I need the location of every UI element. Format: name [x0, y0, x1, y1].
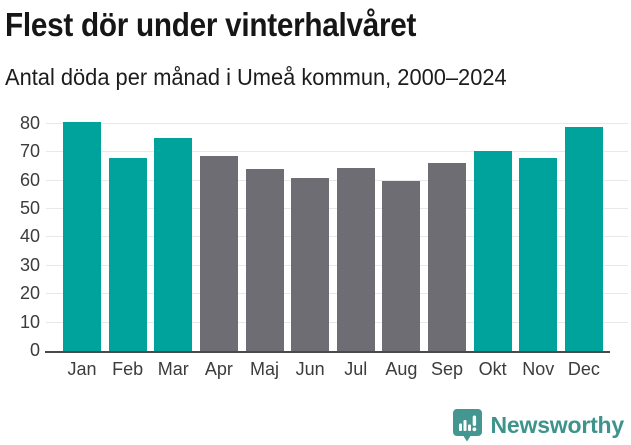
icon-bar-3	[467, 424, 471, 431]
x-tick-label-jul: Jul	[344, 359, 368, 379]
icon-bar-1	[458, 423, 462, 431]
x-tick-label-nov: Nov	[522, 359, 555, 379]
gridline-70	[46, 151, 628, 153]
chart-subtitle: Antal döda per månad i Umeå kommun, 2000…	[5, 64, 507, 90]
bars-container	[46, 118, 628, 351]
y-tick-label-80: 80	[19, 112, 40, 133]
icon-exclamation-dot	[472, 427, 476, 432]
bar-feb	[108, 157, 147, 351]
bar-mar	[154, 137, 193, 351]
y-tick-label-60: 60	[19, 169, 40, 190]
chart-title: Flest dör under vinterhalvåret	[5, 6, 417, 43]
y-tick-label-30: 30	[19, 254, 40, 275]
y-tick-label-20: 20	[19, 283, 40, 304]
bar-dec	[564, 126, 603, 351]
bar-chart: 0 10 20 30 40 50 60 70 80 Jan Feb Mar Apr Maj Jun Jul A…	[20, 114, 628, 379]
y-tick-label-0: 0	[29, 340, 40, 360]
x-tick-label-feb: Feb	[112, 359, 144, 379]
y-tick-label-40: 40	[19, 226, 40, 247]
x-tick-label-okt: Okt	[478, 359, 507, 379]
x-tick-label-apr: Apr	[204, 359, 233, 379]
bar-aug	[382, 180, 421, 351]
brand-name: Newsworthy	[490, 411, 625, 438]
x-axis-line	[45, 351, 610, 353]
x-tick-label-mar: Mar	[157, 359, 189, 379]
y-tick-label-70: 70	[19, 141, 40, 162]
brand-footer: Newsworthy	[452, 408, 624, 442]
x-axis-labels: Jan Feb Mar Apr Maj Jun Jul Aug Sep Okt Nov Dec	[46, 359, 628, 380]
x-tick-label-jan: Jan	[67, 359, 97, 379]
bar-sep	[428, 163, 466, 351]
bar-jan	[63, 122, 101, 351]
bar-nov	[519, 157, 558, 351]
bar-okt	[473, 150, 512, 351]
bar-jul	[336, 167, 375, 351]
y-tick-label-10: 10	[19, 311, 40, 332]
bar-jun	[291, 177, 330, 351]
bar-maj	[245, 169, 284, 351]
x-tick-label-aug: Aug	[385, 359, 418, 379]
icon-bar-2	[463, 420, 467, 431]
gridline-80	[46, 122, 628, 124]
x-tick-label-maj: Maj	[249, 359, 279, 379]
x-tick-label-sep: Sep	[430, 359, 464, 379]
y-tick-label-50: 50	[19, 197, 40, 218]
x-tick-label-jun: Jun	[295, 359, 325, 379]
newsworthy-speech-bubble-chart-icon	[452, 409, 482, 442]
bar-apr	[199, 156, 238, 351]
icon-exclamation-stem	[472, 415, 476, 426]
x-tick-label-dec: Dec	[567, 359, 600, 379]
